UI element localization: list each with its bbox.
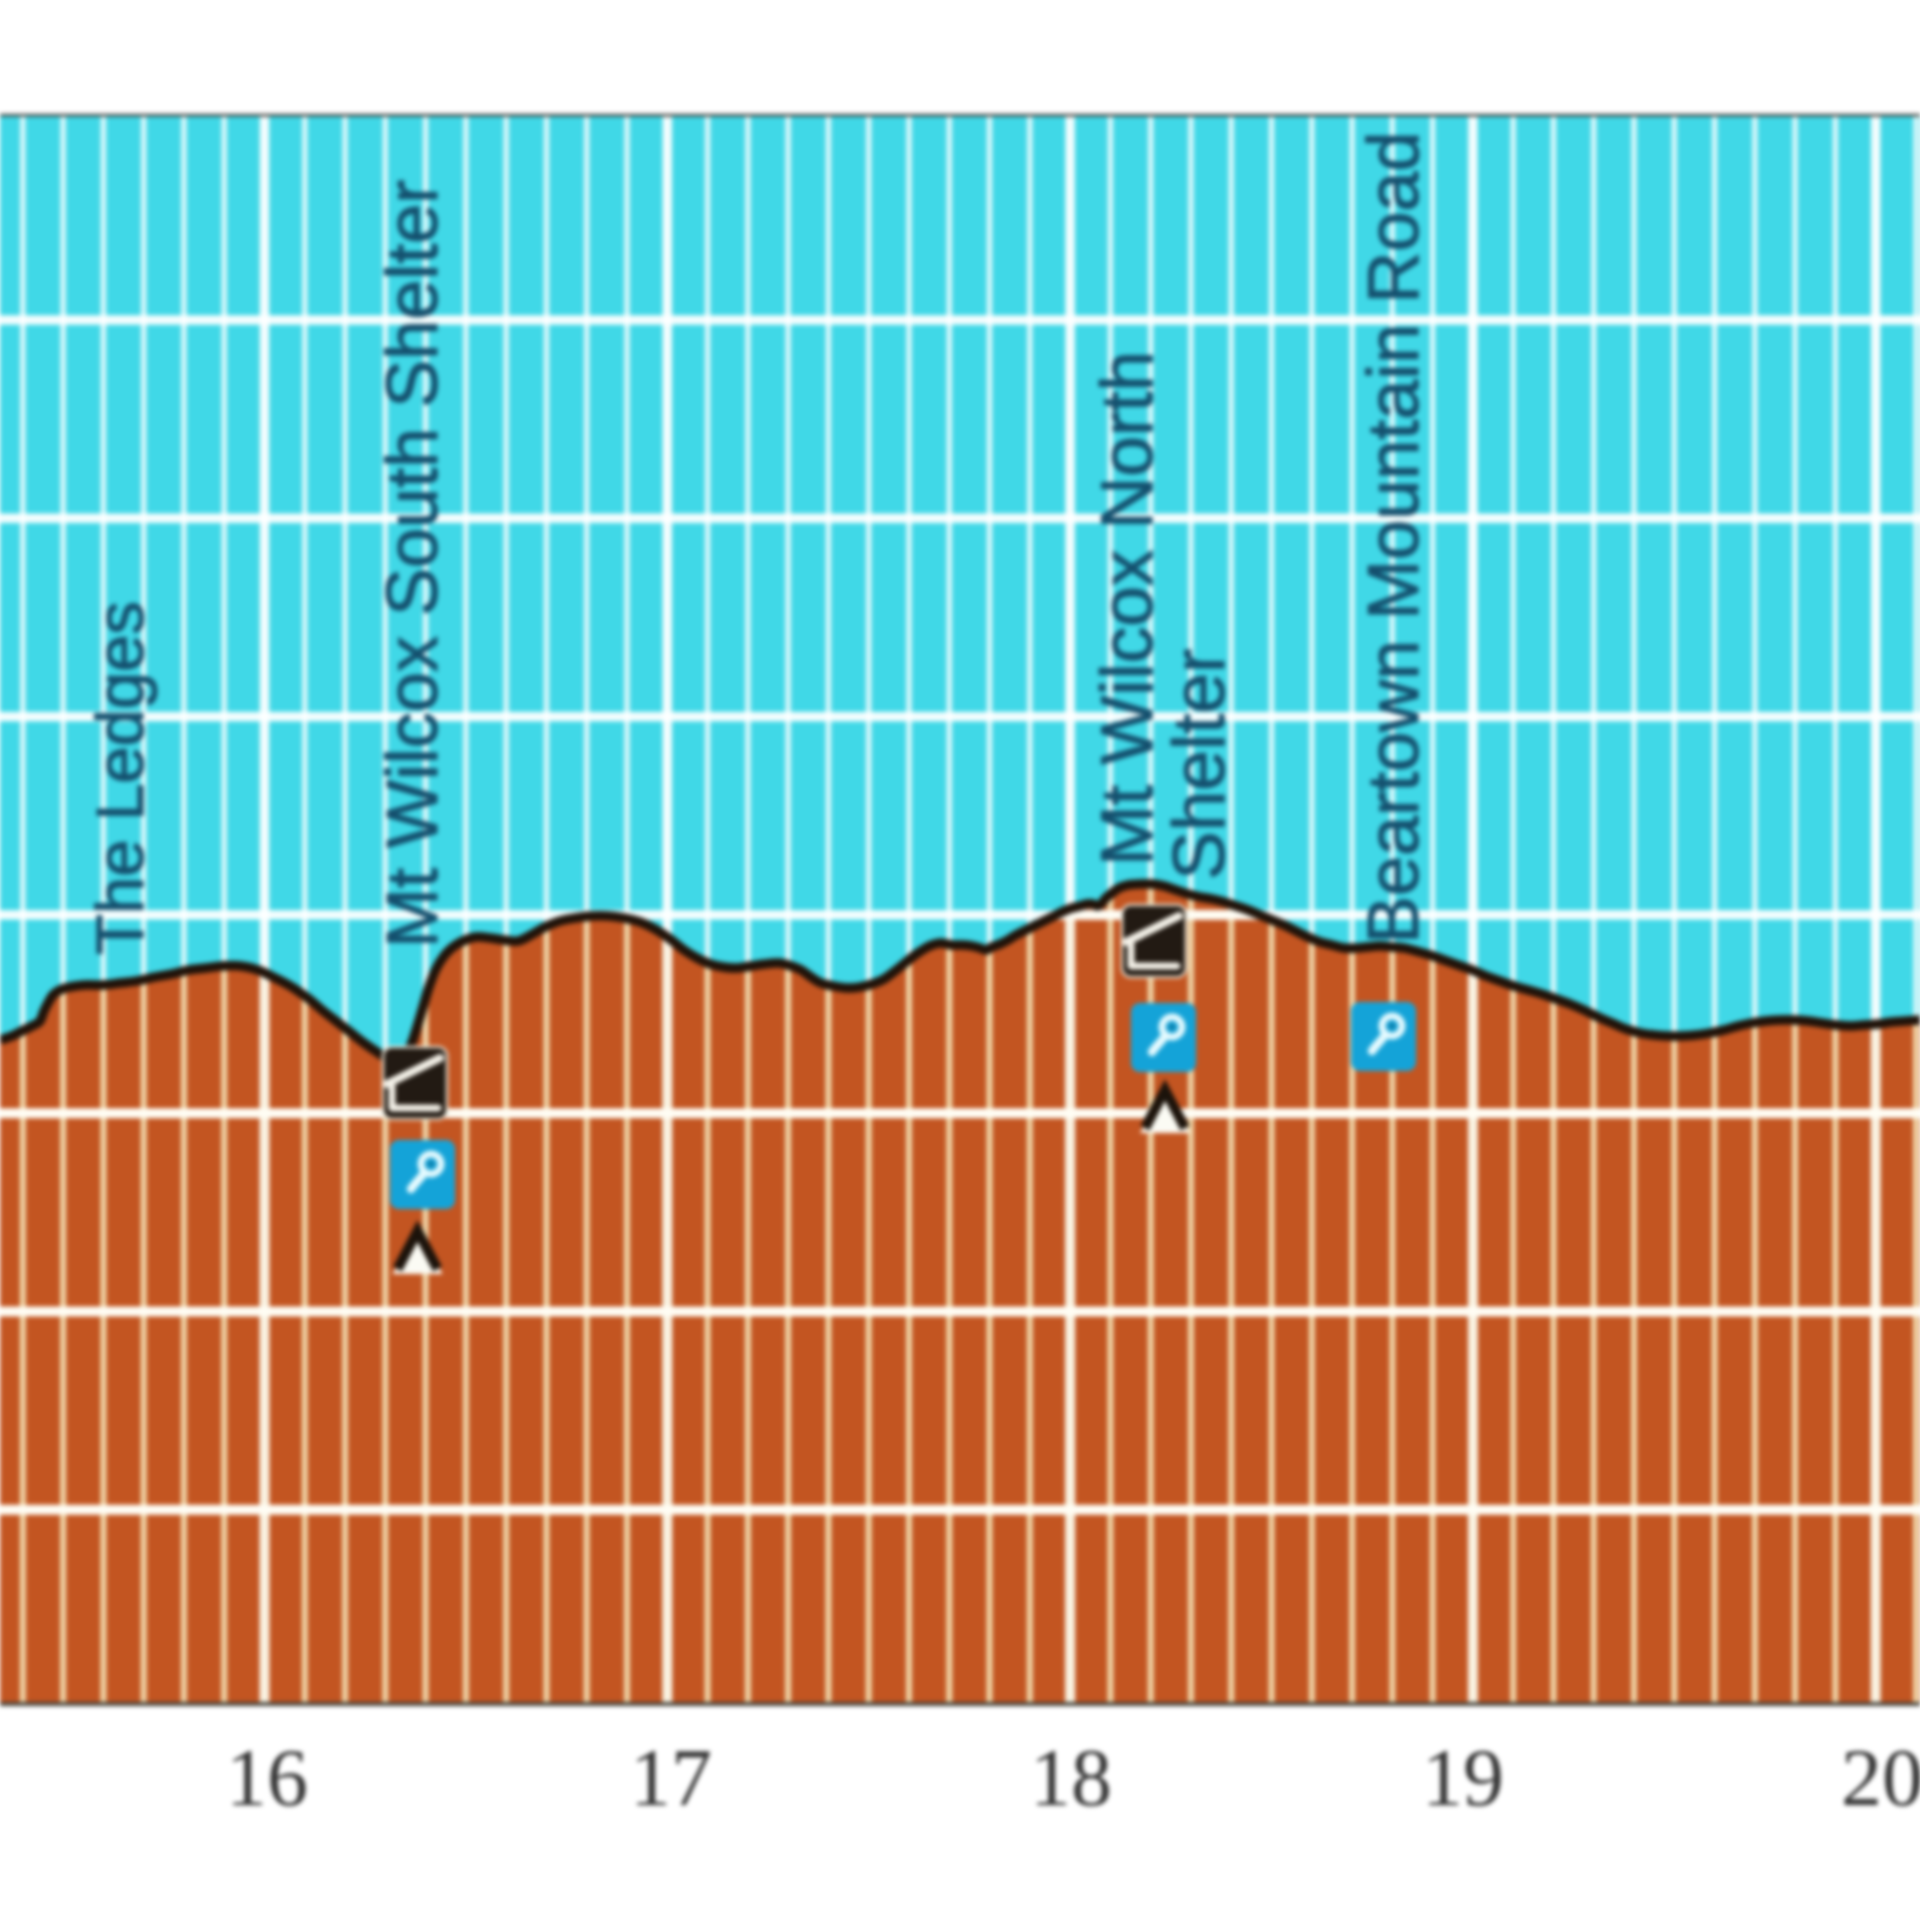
svg-text:16: 16 <box>226 1732 308 1823</box>
svg-text:18: 18 <box>1030 1732 1112 1823</box>
svg-text:The Ledges: The Ledges <box>83 601 158 955</box>
svg-text:17: 17 <box>630 1732 712 1823</box>
svg-text:Beartown Mountain Road: Beartown Mountain Road <box>1354 132 1434 945</box>
svg-text:Mt Wilcox North: Mt Wilcox North <box>1087 351 1168 866</box>
svg-text:20: 20 <box>1841 1732 1920 1823</box>
svg-text:Shelter: Shelter <box>1159 649 1240 880</box>
svg-text:19: 19 <box>1422 1732 1504 1823</box>
svg-text:Mt Wilcox South Shelter: Mt Wilcox South Shelter <box>373 180 453 948</box>
